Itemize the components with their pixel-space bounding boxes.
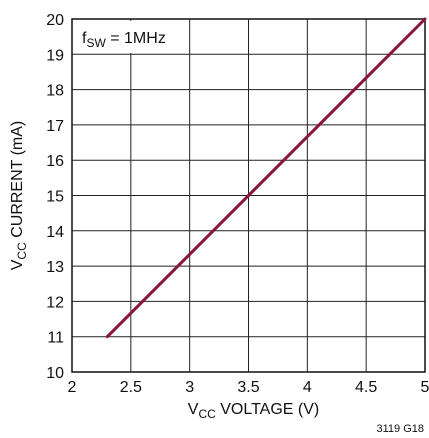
x-tick-label: 5 <box>421 379 429 396</box>
y-tick-label: 18 <box>46 83 64 100</box>
figure-code: 3119 G18 <box>376 423 424 435</box>
y-axis-label: VCC CURRENT (mA) <box>9 121 29 271</box>
y-tick-label: 16 <box>46 153 64 170</box>
y-tick-label: 15 <box>46 189 64 206</box>
x-tick-label: 3.5 <box>237 379 259 396</box>
x-tick-label: 4.5 <box>355 379 377 396</box>
x-tick-label: 2.5 <box>120 379 142 396</box>
y-tick-label: 13 <box>46 259 64 276</box>
x-tick-label: 4 <box>303 379 312 396</box>
y-tick-label: 12 <box>46 294 64 311</box>
y-tick-labels: 10 11 12 13 14 15 16 17 18 19 20 <box>46 12 64 382</box>
x-tick-label: 2 <box>68 379 77 396</box>
series-layer <box>105 17 427 339</box>
x-axis-label: VCC VOLTAGE (V) <box>188 401 319 421</box>
x-tick-labels: 2 2.5 3 3.5 4 4.5 5 <box>68 379 429 396</box>
y-tick-label: 10 <box>46 365 64 382</box>
y-tick-label: 19 <box>46 47 64 64</box>
y-tick-label: 11 <box>47 330 64 347</box>
y-tick-label: 17 <box>46 118 64 135</box>
y-tick-label: 20 <box>46 12 64 29</box>
y-tick-label: 14 <box>46 224 64 241</box>
plot-frame <box>71 18 426 373</box>
series-line <box>105 17 427 339</box>
annotation-fsw: fSW = 1MHz <box>82 30 166 50</box>
grid <box>72 19 425 372</box>
annotation-box <box>74 21 186 53</box>
x-tick-label: 3 <box>185 379 194 396</box>
